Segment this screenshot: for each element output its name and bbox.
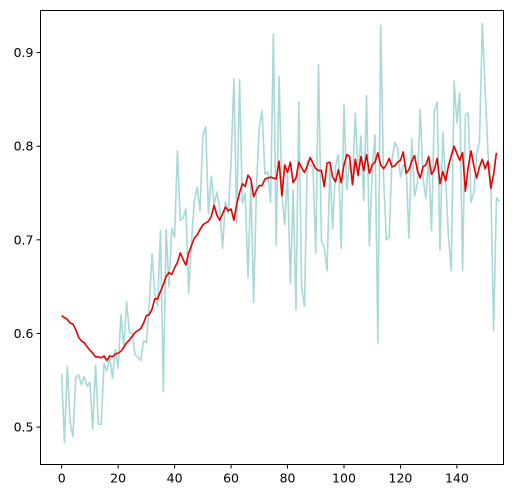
y-tick-label: 0.5 xyxy=(14,420,34,435)
y-tick-label: 0.7 xyxy=(14,232,34,247)
x-tick-label: 140 xyxy=(445,471,469,486)
x-tick-label: 60 xyxy=(223,471,239,486)
x-axis: 0 20 40 60 80 100 120 140 xyxy=(58,464,469,486)
x-tick-label: 80 xyxy=(280,471,296,486)
x-tick-label: 20 xyxy=(110,471,126,486)
series-line-1 xyxy=(61,145,498,362)
y-axis: 0.5 0.6 0.7 0.8 0.9 xyxy=(14,45,41,435)
y-tick-label: 0.6 xyxy=(14,326,34,341)
series-layer xyxy=(60,22,500,444)
y-tick-label: 0.9 xyxy=(14,45,34,60)
plot-area-frame xyxy=(40,10,504,465)
x-tick-label: 120 xyxy=(389,471,413,486)
series-line-0 xyxy=(60,22,500,444)
x-tick-label: 0 xyxy=(58,471,66,486)
y-tick-label: 0.8 xyxy=(14,139,34,154)
x-tick-label: 100 xyxy=(332,471,356,486)
x-tick-label: 40 xyxy=(167,471,183,486)
